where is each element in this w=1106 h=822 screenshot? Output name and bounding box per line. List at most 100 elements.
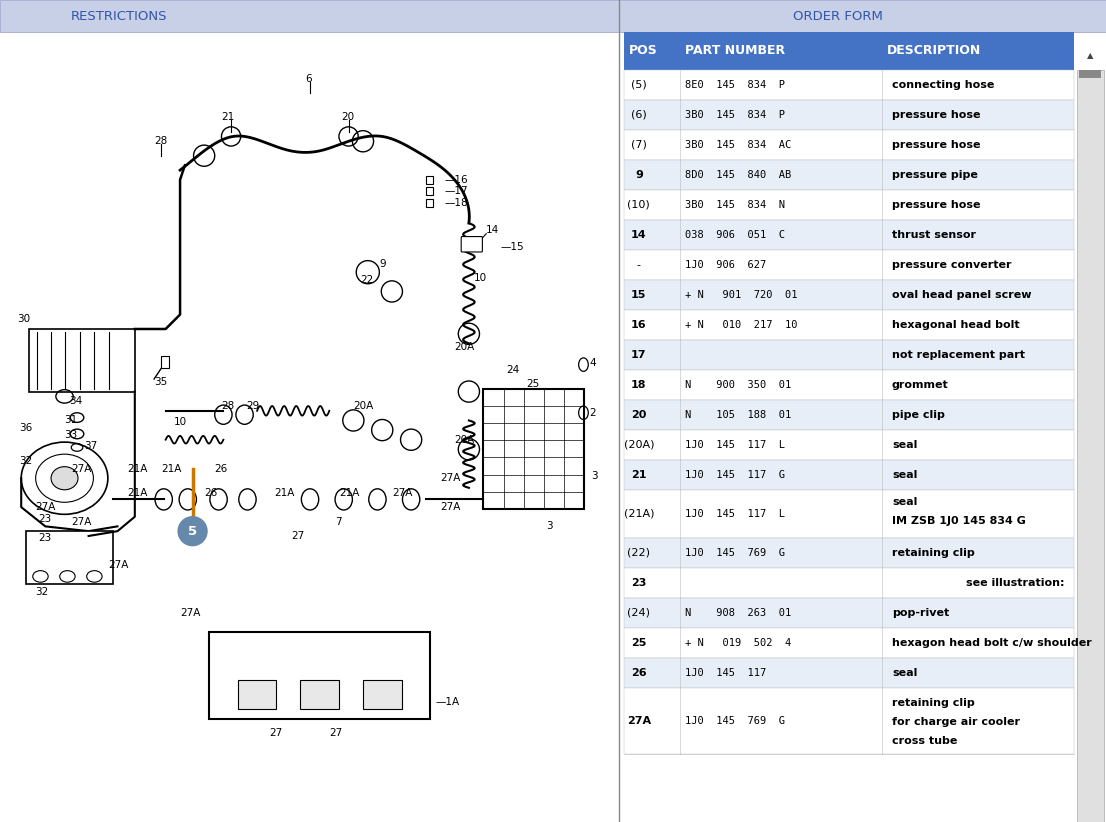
Bar bbox=[624, 100, 1074, 130]
Bar bbox=[301, 681, 338, 709]
Text: (24): (24) bbox=[627, 608, 650, 618]
Text: seal: seal bbox=[891, 668, 917, 678]
Bar bbox=[624, 159, 1074, 190]
Bar bbox=[624, 490, 1074, 538]
Text: 27A: 27A bbox=[71, 516, 92, 527]
Text: 29: 29 bbox=[247, 401, 260, 411]
Bar bbox=[624, 220, 1074, 250]
Text: 14: 14 bbox=[632, 230, 647, 240]
Text: (10): (10) bbox=[627, 200, 650, 210]
Text: 27A: 27A bbox=[392, 487, 413, 497]
Bar bbox=[483, 389, 584, 509]
Text: (22): (22) bbox=[627, 548, 650, 558]
Text: 3: 3 bbox=[592, 471, 597, 482]
Text: RESTRICTIONS: RESTRICTIONS bbox=[71, 10, 168, 22]
Text: + N   010  217  10: + N 010 217 10 bbox=[685, 320, 797, 330]
Text: hexagon head bolt c/w shoulder: hexagon head bolt c/w shoulder bbox=[891, 638, 1092, 648]
Text: N    908  263  01: N 908 263 01 bbox=[685, 608, 791, 618]
Text: 31: 31 bbox=[64, 415, 77, 426]
Text: 23: 23 bbox=[39, 533, 52, 543]
Text: —17: —17 bbox=[445, 187, 469, 196]
Bar bbox=[209, 632, 430, 719]
Bar bbox=[160, 356, 168, 367]
Text: 33: 33 bbox=[64, 430, 77, 440]
Text: IM ZSB 1J0 145 834 G: IM ZSB 1J0 145 834 G bbox=[891, 516, 1025, 526]
Text: 15: 15 bbox=[632, 290, 647, 300]
Text: 21: 21 bbox=[221, 112, 234, 122]
Text: 9: 9 bbox=[635, 170, 643, 180]
Bar bbox=[238, 681, 276, 709]
Text: pressure hose: pressure hose bbox=[891, 140, 980, 150]
Text: 21A: 21A bbox=[127, 487, 147, 497]
Bar bbox=[624, 70, 1074, 100]
Text: 5: 5 bbox=[188, 524, 197, 538]
Text: 6: 6 bbox=[305, 74, 312, 84]
Bar bbox=[624, 688, 1074, 754]
Text: 20A: 20A bbox=[455, 435, 474, 445]
Text: (6): (6) bbox=[630, 110, 647, 120]
Text: 8E0  145  834  P: 8E0 145 834 P bbox=[685, 80, 785, 90]
Text: 21: 21 bbox=[632, 470, 647, 480]
Text: 24: 24 bbox=[507, 366, 520, 376]
Bar bbox=[363, 681, 401, 709]
Text: pressure converter: pressure converter bbox=[891, 260, 1011, 270]
Text: 7: 7 bbox=[335, 516, 342, 527]
Text: 8D0  145  840  AB: 8D0 145 840 AB bbox=[685, 170, 791, 180]
Text: 14: 14 bbox=[487, 225, 500, 235]
Text: 2: 2 bbox=[589, 408, 596, 418]
Text: DESCRIPTION: DESCRIPTION bbox=[887, 44, 981, 58]
Text: 21A: 21A bbox=[274, 487, 295, 497]
Text: seal: seal bbox=[891, 470, 917, 480]
Text: 9: 9 bbox=[379, 260, 386, 270]
Text: 1J0  145  117  L: 1J0 145 117 L bbox=[685, 509, 785, 519]
Bar bbox=[1077, 70, 1104, 822]
Text: 038  906  051  C: 038 906 051 C bbox=[685, 230, 785, 240]
Text: 27: 27 bbox=[270, 728, 283, 738]
Text: 21A: 21A bbox=[127, 464, 147, 473]
Bar bbox=[624, 430, 1074, 459]
Bar bbox=[624, 250, 1074, 279]
Text: 3B0  145  834  AC: 3B0 145 834 AC bbox=[685, 140, 791, 150]
Bar bbox=[624, 538, 1074, 568]
Circle shape bbox=[178, 517, 207, 546]
Text: 23: 23 bbox=[39, 514, 52, 524]
Text: pipe clip: pipe clip bbox=[891, 410, 945, 420]
Text: 26: 26 bbox=[213, 464, 227, 473]
Text: ORDER FORM: ORDER FORM bbox=[793, 10, 884, 22]
Text: 36: 36 bbox=[19, 423, 32, 433]
Text: 27A: 27A bbox=[440, 502, 460, 512]
Text: 20A: 20A bbox=[455, 342, 474, 353]
Text: 27: 27 bbox=[330, 728, 343, 738]
Text: 10: 10 bbox=[174, 418, 187, 427]
Text: 27A: 27A bbox=[180, 608, 200, 618]
Ellipse shape bbox=[51, 467, 79, 490]
Text: N    900  350  01: N 900 350 01 bbox=[685, 380, 791, 390]
Text: 3: 3 bbox=[546, 521, 553, 531]
Bar bbox=[426, 187, 434, 195]
Text: + N   901  720  01: + N 901 720 01 bbox=[685, 290, 797, 300]
Bar bbox=[624, 658, 1074, 688]
Text: 1J0  145  117: 1J0 145 117 bbox=[685, 668, 766, 678]
Text: grommet: grommet bbox=[891, 380, 949, 390]
Text: 28: 28 bbox=[154, 136, 167, 146]
Text: 4: 4 bbox=[589, 358, 596, 367]
Bar bbox=[1079, 70, 1102, 78]
Text: 20: 20 bbox=[632, 410, 647, 420]
Text: (20A): (20A) bbox=[624, 440, 654, 450]
Bar bbox=[624, 628, 1074, 658]
Text: 17: 17 bbox=[632, 350, 647, 360]
Text: retaining clip: retaining clip bbox=[891, 698, 974, 708]
Text: pressure hose: pressure hose bbox=[891, 110, 980, 120]
Text: -: - bbox=[637, 260, 640, 270]
Text: 1J0  145  769  G: 1J0 145 769 G bbox=[685, 716, 785, 726]
Text: 3B0  145  834  N: 3B0 145 834 N bbox=[685, 200, 785, 210]
Text: retaining clip: retaining clip bbox=[891, 548, 974, 558]
Bar bbox=[29, 329, 135, 391]
Text: oval head panel screw: oval head panel screw bbox=[891, 290, 1032, 300]
Text: hexagonal head bolt: hexagonal head bolt bbox=[891, 320, 1020, 330]
Bar bbox=[624, 32, 1074, 70]
Bar bbox=[624, 370, 1074, 399]
Text: 16: 16 bbox=[632, 320, 647, 330]
Bar bbox=[624, 130, 1074, 159]
Text: 18: 18 bbox=[632, 380, 647, 390]
